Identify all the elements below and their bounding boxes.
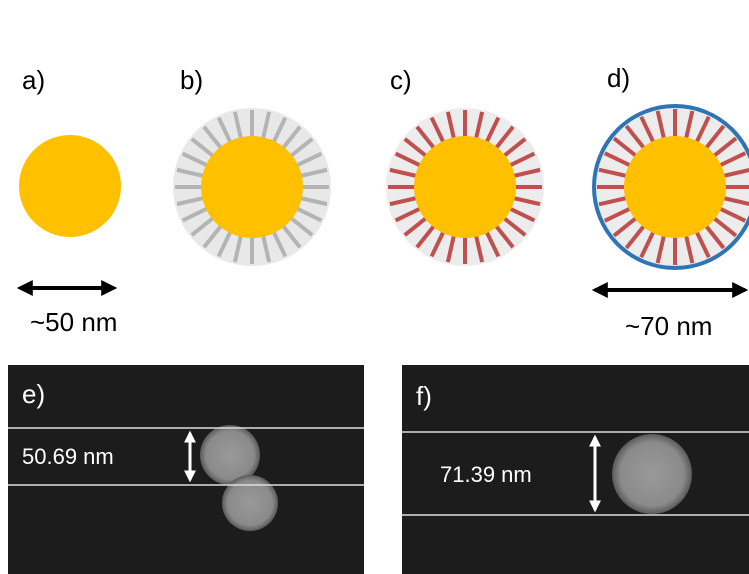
gold-core (414, 136, 516, 238)
gold-core (19, 135, 121, 237)
gold-core (201, 136, 303, 238)
gold-core (624, 136, 726, 238)
panel-label: d) (607, 63, 630, 93)
particle (222, 475, 278, 531)
figure: a) b) c) d) ~50 nm ~70 nm e) 50.69 nm f)… (0, 0, 749, 574)
panel-label: b) (180, 65, 203, 95)
sem-image (8, 365, 364, 574)
scale-label: ~70 nm (625, 311, 712, 341)
measurement: 50.69 nm (22, 444, 114, 469)
particle (612, 434, 692, 514)
panel-label: f) (416, 381, 432, 411)
panel-label: c) (390, 65, 412, 95)
scale-label: ~50 nm (30, 307, 117, 337)
panel-label: a) (22, 65, 45, 95)
measurement: 71.39 nm (440, 462, 532, 487)
panel-label: e) (22, 379, 45, 409)
